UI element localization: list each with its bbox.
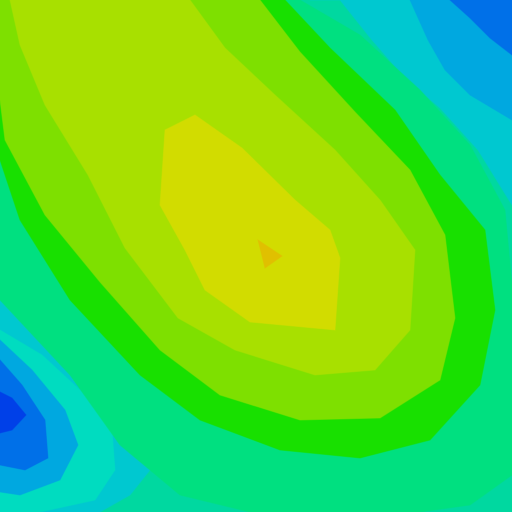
band-8-peak xyxy=(257,238,283,269)
band-7 xyxy=(159,114,341,331)
band-cold-2-upper-right xyxy=(449,0,512,56)
band-cold-3-lower-left xyxy=(0,391,27,434)
